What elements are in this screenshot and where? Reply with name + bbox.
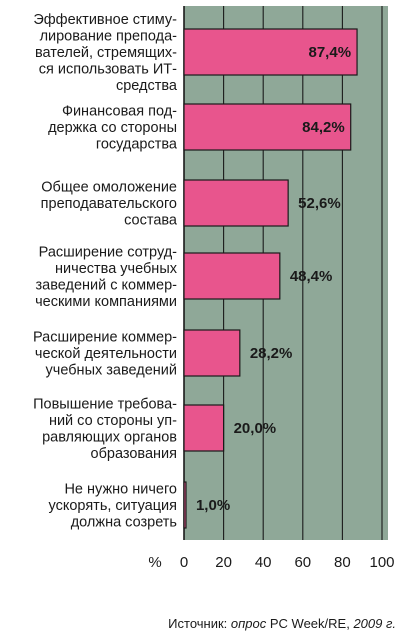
category-label-line: преподавательского xyxy=(41,196,177,212)
category-label-line: ускорять, ситуация xyxy=(49,498,177,514)
bar-value-label: 87,4% xyxy=(309,44,352,61)
category-label: Эффективное стиму-лирование препода-вате… xyxy=(33,12,178,94)
source-italic-2: 2009 г. xyxy=(352,616,396,631)
category-label: Повышение требова-ний со стороны уп-равл… xyxy=(33,396,177,462)
category-label-line: ческими компаниями xyxy=(35,294,177,310)
category-label-line: ческой деятельности xyxy=(35,346,177,362)
category-label-line: Повышение требова- xyxy=(33,396,177,412)
bar-value-label: 84,2% xyxy=(302,119,345,136)
category-label-line: равляющих органов xyxy=(42,429,177,445)
category-label-line: Финансовая под- xyxy=(62,104,177,120)
bar-value-label: 52,6% xyxy=(298,195,341,212)
category-label-line: Расширение сотруд- xyxy=(39,244,177,260)
category-labels: Эффективное стиму-лирование препода-вате… xyxy=(33,12,178,531)
bar xyxy=(183,28,358,76)
bar-value-label: 1,0% xyxy=(196,497,230,514)
category-label-line: держка со стороны xyxy=(48,120,177,136)
bars xyxy=(183,28,358,529)
bar-value-label: 48,4% xyxy=(290,268,333,285)
source-note: Источник: опрос PC Week/RE, 2009 г. xyxy=(168,616,396,631)
x-tick-label: 0 xyxy=(180,554,188,571)
category-label-line: Не нужно ничего xyxy=(64,482,177,498)
source-italic-1: опрос xyxy=(231,616,267,631)
category-label: Общее омоложение преподавательского состав… xyxy=(41,180,178,229)
category-label-line: образования xyxy=(91,446,177,462)
category-label-line: заведений с коммер- xyxy=(35,277,177,293)
x-tick-label: 60 xyxy=(294,554,311,571)
category-label-line: должна созреть xyxy=(71,515,177,531)
x-axis-ticks: 0 20 40 60 80 100 xyxy=(180,554,395,571)
source-middle: PC Week/RE, xyxy=(266,616,353,631)
category-label-line: Расширение коммер- xyxy=(33,330,177,346)
category-label: Не нужно ничего ускорять, ситуация должна … xyxy=(49,482,177,531)
value-labels: 87,4% 84,2% 52,6% 48,4% 28,2% 20,0% 1,0% xyxy=(196,44,351,514)
bar xyxy=(183,103,352,151)
axis-unit-label: % xyxy=(148,554,161,571)
category-label: Финансовая под-держка со стороны государс… xyxy=(48,104,178,153)
bar xyxy=(183,481,187,529)
bar-value-label: 28,2% xyxy=(250,345,293,362)
x-tick-label: 20 xyxy=(215,554,232,571)
category-label-line: вателей, стремящих- xyxy=(35,45,177,61)
category-label-line: Эффективное стиму- xyxy=(33,12,177,28)
category-label-line: ний со стороны уп- xyxy=(49,413,177,429)
bar xyxy=(183,179,289,227)
category-label: Расширение коммер-ческой деятельности уче… xyxy=(33,330,177,379)
bar xyxy=(183,404,225,452)
bar xyxy=(183,252,281,300)
category-label-line: учебных заведений xyxy=(46,363,177,379)
category-label-line: средства xyxy=(116,78,178,94)
x-tick-label: 80 xyxy=(334,554,351,571)
category-label-line: государства xyxy=(96,137,178,153)
bar xyxy=(183,329,241,377)
x-tick-label: 100 xyxy=(369,554,394,571)
category-label-line: ничества учебных xyxy=(55,261,178,277)
x-tick-label: 40 xyxy=(255,554,272,571)
source-prefix: Источник: xyxy=(168,616,231,631)
category-label-line: состава xyxy=(124,213,178,229)
bar-value-label: 20,0% xyxy=(234,420,277,437)
category-label: Расширение сотруд-ничества учебных заведе… xyxy=(35,244,178,310)
category-label-line: лирование препода- xyxy=(40,29,178,45)
category-label-line: Общее омоложение xyxy=(41,180,177,196)
category-label-line: ся использовать ИТ- xyxy=(39,62,177,78)
